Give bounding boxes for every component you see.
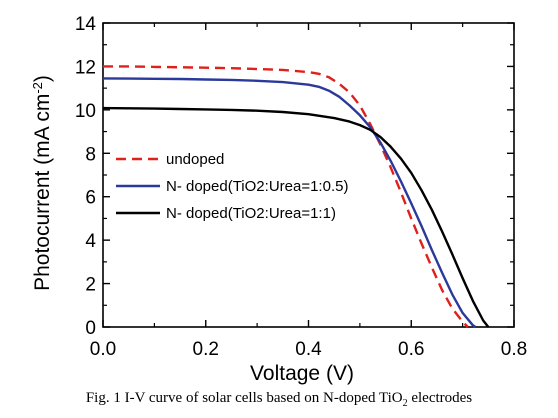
x-tick-label: 0.2 bbox=[193, 339, 219, 360]
figure-caption: Fig. 1 I-V curve of solar cells based on… bbox=[0, 390, 558, 409]
y-tick-label: 6 bbox=[85, 188, 96, 209]
legend-label-3: N- doped(TiO2:Urea=1:1) bbox=[166, 205, 336, 222]
series-line-1 bbox=[103, 65, 469, 328]
y-axis-title: Photocurrent (mA cm-2) bbox=[30, 75, 54, 291]
x-tick-label: 0.8 bbox=[501, 339, 527, 360]
x-tick-label: 0.4 bbox=[295, 339, 322, 360]
y-tick-label: 14 bbox=[75, 14, 97, 35]
legend-label-1: undoped bbox=[166, 151, 224, 168]
legend-label-2: N- doped(TiO2:Urea=1:0.5) bbox=[166, 178, 348, 195]
y-tick-label: 0 bbox=[85, 318, 96, 339]
series-line-3 bbox=[102, 106, 490, 328]
y-tick-label: 4 bbox=[85, 231, 96, 252]
x-tick-label: 0.6 bbox=[398, 339, 424, 360]
plot-border bbox=[102, 22, 515, 328]
y-axis-title-superscript: -2 bbox=[30, 82, 45, 94]
y-tick-label: 12 bbox=[75, 57, 96, 78]
y-axis-title-tail: ) bbox=[31, 75, 54, 82]
series-layer bbox=[102, 65, 490, 329]
caption-subscript: 2 bbox=[402, 398, 408, 409]
y-tick-label: 8 bbox=[85, 144, 96, 165]
series-line-2 bbox=[102, 77, 477, 329]
y-axis-ticks: 0 2 4 6 8 10 12 14 bbox=[75, 14, 514, 339]
legend: undoped N- doped(TiO2:Urea=1:0.5) N- doped… bbox=[116, 151, 348, 222]
y-axis-title-main: Photocurrent (mA cm bbox=[31, 94, 54, 291]
caption-suffix: electrodes bbox=[407, 390, 473, 406]
x-axis-ticks: 0.0 0.2 0.4 0.6 0.8 bbox=[90, 23, 527, 360]
plot-frame bbox=[102, 22, 515, 328]
y-tick-label: 2 bbox=[85, 275, 96, 296]
caption-prefix: Fig. 1 I-V curve of solar cells based on… bbox=[85, 390, 403, 406]
x-tick-label: 0.0 bbox=[90, 339, 116, 360]
iv-chart: 0.0 0.2 0.4 0.6 0.8 0 2 4 6 8 10 12 14 undoped N- do… bbox=[30, 14, 527, 385]
x-axis-title: Voltage (V) bbox=[250, 362, 354, 385]
y-tick-label: 10 bbox=[75, 101, 96, 122]
